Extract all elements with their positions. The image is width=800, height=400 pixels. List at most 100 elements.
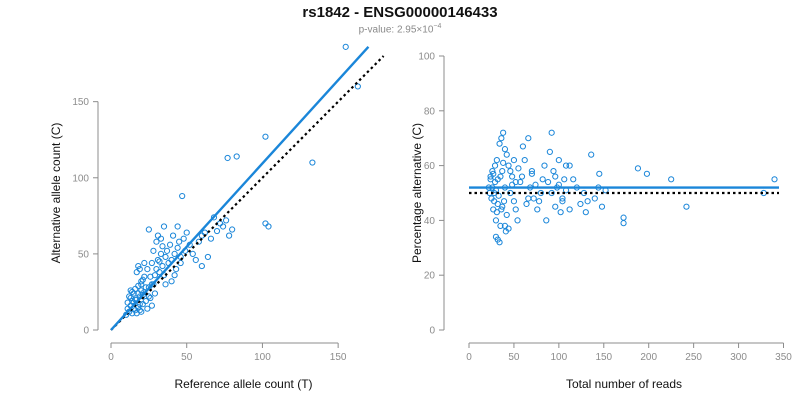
data-point bbox=[496, 140, 503, 147]
data-point bbox=[544, 178, 552, 186]
data-point bbox=[192, 256, 199, 264]
y-tick-label: 100 bbox=[418, 52, 435, 63]
data-point bbox=[561, 176, 568, 183]
data-point bbox=[537, 189, 544, 197]
data-point bbox=[491, 198, 498, 205]
data-point bbox=[204, 253, 212, 261]
data-point bbox=[490, 170, 497, 177]
data-point bbox=[489, 167, 496, 175]
data-point bbox=[541, 162, 548, 169]
data-point bbox=[216, 220, 224, 227]
data-point bbox=[153, 266, 160, 273]
x-tick-label: 350 bbox=[775, 352, 792, 363]
data-point bbox=[159, 243, 166, 250]
data-point bbox=[501, 146, 509, 153]
y-tick-label: 60 bbox=[424, 161, 436, 172]
data-point bbox=[189, 250, 196, 257]
data-point bbox=[546, 148, 553, 155]
data-point bbox=[207, 235, 215, 242]
data-point bbox=[309, 159, 316, 166]
data-point bbox=[505, 162, 512, 169]
fit-line bbox=[110, 46, 370, 331]
data-point bbox=[515, 165, 522, 172]
data-point bbox=[683, 203, 690, 210]
data-point bbox=[528, 170, 535, 177]
data-point bbox=[559, 198, 566, 205]
data-point bbox=[179, 192, 186, 200]
data-point bbox=[505, 225, 512, 232]
x-tick-label: 50 bbox=[508, 352, 520, 363]
data-point bbox=[142, 297, 149, 305]
data-point bbox=[169, 232, 177, 239]
data-point bbox=[598, 203, 606, 210]
data-point bbox=[620, 214, 627, 221]
data-point bbox=[525, 195, 532, 202]
x-axis-title: Total number of reads bbox=[566, 377, 682, 391]
data-point bbox=[643, 170, 651, 177]
data-point bbox=[198, 262, 205, 270]
data-point bbox=[150, 247, 157, 254]
data-point bbox=[493, 157, 500, 164]
y-tick-label: 80 bbox=[424, 106, 436, 117]
data-point bbox=[145, 293, 152, 300]
data-point bbox=[229, 226, 236, 233]
data-point bbox=[500, 129, 507, 136]
data-point bbox=[160, 223, 168, 230]
data-point bbox=[521, 157, 528, 164]
data-point bbox=[535, 198, 543, 205]
data-point bbox=[226, 232, 233, 239]
data-point bbox=[144, 305, 151, 312]
data-point bbox=[176, 238, 183, 245]
data-point bbox=[634, 165, 642, 172]
data-point bbox=[138, 287, 145, 294]
data-point bbox=[129, 288, 136, 296]
data-point bbox=[668, 176, 675, 183]
data-point bbox=[156, 258, 163, 265]
data-point bbox=[213, 227, 221, 235]
data-point bbox=[518, 173, 526, 180]
data-point bbox=[552, 203, 559, 210]
data-point bbox=[262, 133, 269, 140]
data-point bbox=[503, 151, 510, 158]
x-tick-label: 0 bbox=[466, 352, 472, 363]
x-tick-label: 150 bbox=[595, 352, 612, 363]
p-value-exponent: −4 bbox=[433, 23, 442, 30]
data-point bbox=[519, 143, 527, 150]
data-point bbox=[222, 217, 230, 224]
data-point bbox=[570, 176, 577, 183]
data-point bbox=[493, 209, 500, 216]
y-tick-label: 150 bbox=[72, 97, 89, 108]
data-point bbox=[557, 209, 564, 216]
data-point bbox=[596, 170, 603, 177]
data-point bbox=[151, 290, 159, 297]
data-point bbox=[548, 129, 555, 136]
y-tick-label: 0 bbox=[429, 326, 435, 337]
data-point bbox=[509, 173, 516, 180]
y-tick-label: 0 bbox=[83, 326, 89, 337]
x-tick-label: 250 bbox=[685, 352, 702, 363]
data-point bbox=[171, 272, 178, 279]
y-axis-title: Alternative allele count (C) bbox=[49, 123, 63, 264]
y-tick-label: 20 bbox=[424, 271, 436, 282]
x-tick-label: 50 bbox=[181, 352, 193, 363]
data-point bbox=[136, 266, 143, 273]
data-point bbox=[354, 83, 361, 90]
x-axis-title: Reference allele count (T) bbox=[174, 377, 312, 391]
data-point bbox=[139, 276, 146, 283]
data-point bbox=[162, 253, 169, 261]
data-point bbox=[498, 135, 505, 142]
x-tick-label: 100 bbox=[254, 352, 271, 363]
data-point bbox=[174, 223, 181, 230]
data-point bbox=[559, 195, 566, 202]
data-point bbox=[147, 294, 154, 302]
data-point bbox=[492, 217, 500, 224]
data-point bbox=[555, 157, 562, 164]
data-point bbox=[534, 206, 541, 213]
x-tick-label: 100 bbox=[551, 352, 568, 363]
data-point bbox=[224, 154, 231, 162]
data-point bbox=[141, 259, 148, 267]
data-point bbox=[265, 223, 272, 230]
data-point bbox=[528, 167, 535, 175]
data-point bbox=[135, 282, 142, 289]
